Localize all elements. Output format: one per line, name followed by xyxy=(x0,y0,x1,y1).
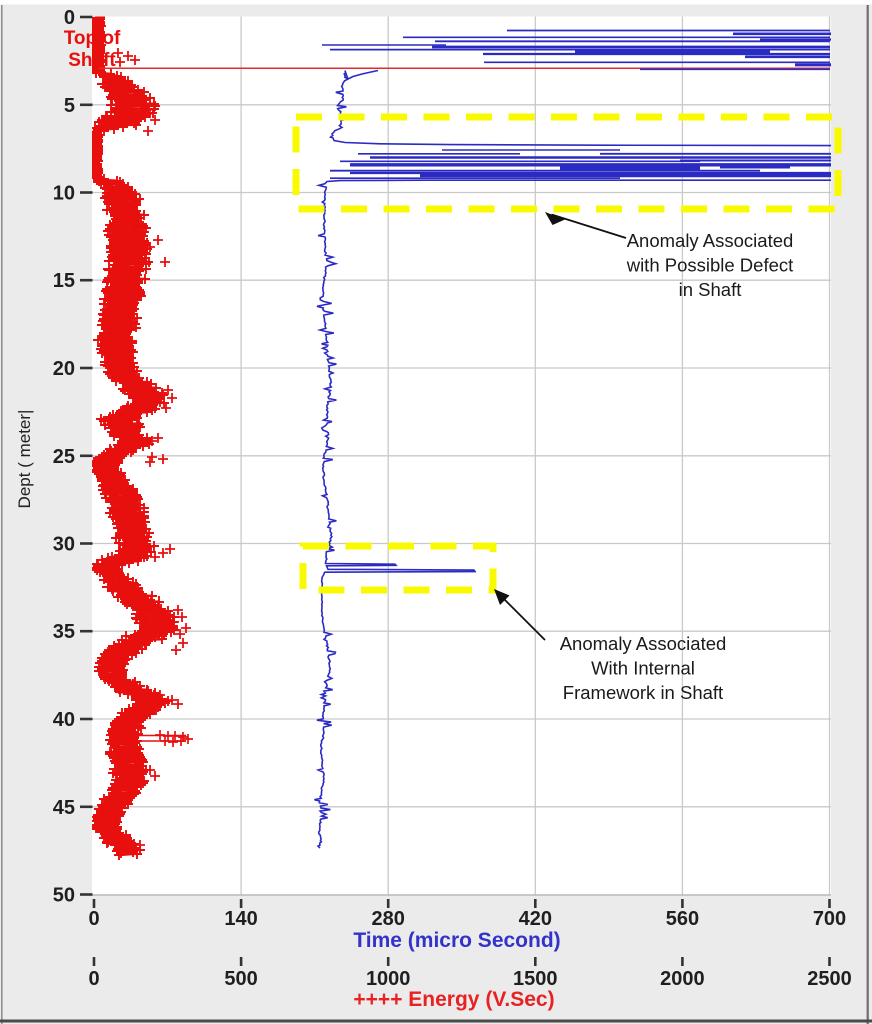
svg-text:Framework in Shaft: Framework in Shaft xyxy=(563,682,723,703)
svg-text:Dept ( meter|: Dept ( meter| xyxy=(15,410,34,509)
svg-text:10: 10 xyxy=(53,183,75,205)
svg-text:700: 700 xyxy=(813,908,846,930)
svg-text:2500: 2500 xyxy=(807,968,852,990)
svg-text:40: 40 xyxy=(53,709,75,731)
svg-text:280: 280 xyxy=(372,908,405,930)
svg-text:420: 420 xyxy=(519,908,552,930)
svg-text:With Internal: With Internal xyxy=(591,658,695,679)
svg-text:30: 30 xyxy=(53,534,75,556)
svg-text:with Possible Defect: with Possible Defect xyxy=(626,255,794,276)
svg-text:560: 560 xyxy=(666,908,699,930)
svg-text:in Shaft: in Shaft xyxy=(679,279,742,300)
svg-text:35: 35 xyxy=(53,621,75,643)
svg-text:0: 0 xyxy=(88,908,99,930)
svg-text:0: 0 xyxy=(64,7,75,29)
svg-text:2000: 2000 xyxy=(660,968,705,990)
svg-text:45: 45 xyxy=(53,797,75,819)
svg-text:Top of: Top of xyxy=(64,28,121,49)
svg-text:Anomaly Associated: Anomaly Associated xyxy=(627,230,794,251)
svg-text:Time (micro Second): Time (micro Second) xyxy=(353,929,560,952)
svg-text:1500: 1500 xyxy=(513,968,558,990)
svg-text:500: 500 xyxy=(224,968,257,990)
svg-text:Shaft: Shaft xyxy=(68,50,116,71)
svg-text:25: 25 xyxy=(53,446,75,468)
svg-text:++++ Energy (V.Sec): ++++ Energy (V.Sec) xyxy=(353,988,554,1011)
svg-text:1000: 1000 xyxy=(366,968,411,990)
svg-text:140: 140 xyxy=(224,908,257,930)
svg-text:15: 15 xyxy=(53,270,75,292)
svg-text:5: 5 xyxy=(64,95,75,117)
svg-text:0: 0 xyxy=(88,968,99,990)
svg-text:Anomaly Associated: Anomaly Associated xyxy=(560,633,727,654)
svg-text:20: 20 xyxy=(53,358,75,380)
svg-text:50: 50 xyxy=(53,885,75,907)
